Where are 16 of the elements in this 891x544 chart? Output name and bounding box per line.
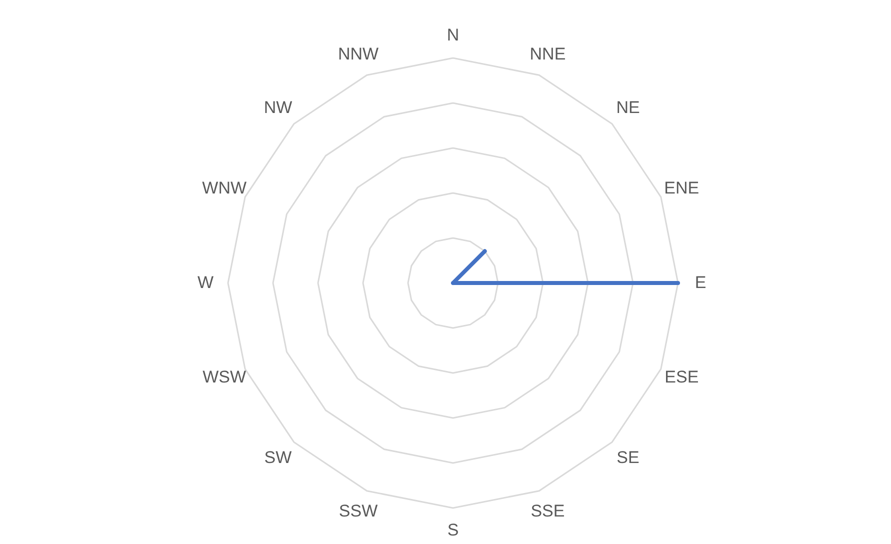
spoke-label: SW [264, 448, 292, 468]
spoke-label: NW [264, 98, 292, 117]
spoke-label: N [446, 26, 460, 44]
spoke-label: SSE [530, 502, 565, 521]
spoke-label: ESE [664, 368, 699, 387]
spoke-label: ENE [664, 178, 700, 198]
spoke-label: WSW [202, 368, 246, 387]
spoke-label: S [447, 520, 459, 540]
spoke-label: W [197, 273, 214, 292]
spoke-label: NNW [338, 44, 379, 64]
spoke-label: SSW [338, 502, 378, 521]
spoke-label: SE [616, 448, 640, 468]
spoke-label: NNE [530, 44, 566, 64]
spoke-label: WNW [202, 178, 247, 198]
spoke-label: E [694, 273, 706, 292]
spoke-label: NE [616, 98, 640, 117]
